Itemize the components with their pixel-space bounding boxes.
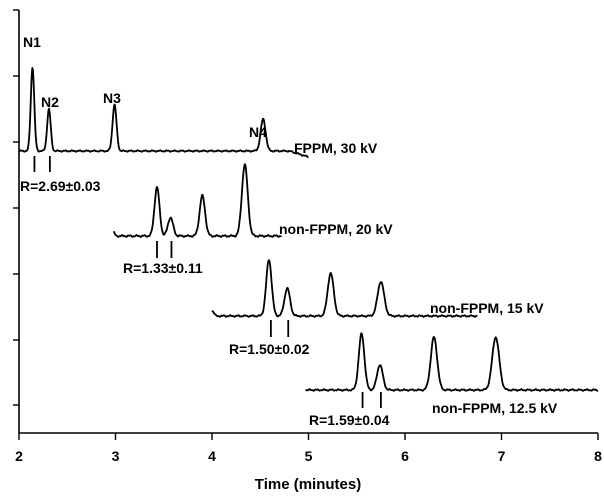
resolution-label-nonfppm-12_5kv: R=1.59±0.04 bbox=[309, 412, 390, 428]
trace-label-nonfppm-20kv: non-FPPM, 20 kV bbox=[279, 221, 393, 237]
x-axis-ticks bbox=[18, 433, 599, 440]
resolution-label-nonfppm-20kv: R=1.33±0.11 bbox=[123, 260, 203, 276]
peak-label-n2: N2 bbox=[41, 94, 59, 110]
peak-label-n4: N4 bbox=[249, 124, 267, 140]
x-tick-label-4: 4 bbox=[208, 448, 216, 464]
x-tick-label-2: 2 bbox=[15, 448, 23, 464]
trace-4 bbox=[305, 332, 599, 392]
x-axis-tick-labels: 2 3 4 5 6 7 8 bbox=[15, 448, 602, 464]
resolution-markers bbox=[33, 156, 382, 408]
trace-label-fppm-30kv: FPPM, 30 kV bbox=[294, 140, 378, 156]
resolution-label-nonfppm-15kv: R=1.50±0.02 bbox=[229, 341, 310, 357]
resolution-label-fppm-30kv: R=2.69±0.03 bbox=[20, 178, 101, 194]
x-tick-label-6: 6 bbox=[401, 448, 409, 464]
trace-1 bbox=[18, 66, 309, 159]
x-tick-label-8: 8 bbox=[594, 448, 602, 464]
trace-2 bbox=[112, 163, 283, 238]
peak-label-n3: N3 bbox=[103, 90, 121, 106]
x-tick-label-7: 7 bbox=[498, 448, 506, 464]
peak-label-n1: N1 bbox=[23, 34, 41, 50]
y-axis-ticks bbox=[13, 9, 19, 406]
trace-label-nonfppm-12_5kv: non-FPPM, 12.5 kV bbox=[432, 400, 558, 416]
x-tick-label-5: 5 bbox=[305, 448, 313, 464]
trace-3 bbox=[211, 259, 478, 318]
trace-label-nonfppm-15kv: non-FPPM, 15 kV bbox=[430, 300, 544, 316]
x-axis-title: Time (minutes) bbox=[255, 476, 361, 493]
x-tick-label-3: 3 bbox=[112, 448, 120, 464]
chromatogram-traces bbox=[18, 66, 599, 392]
